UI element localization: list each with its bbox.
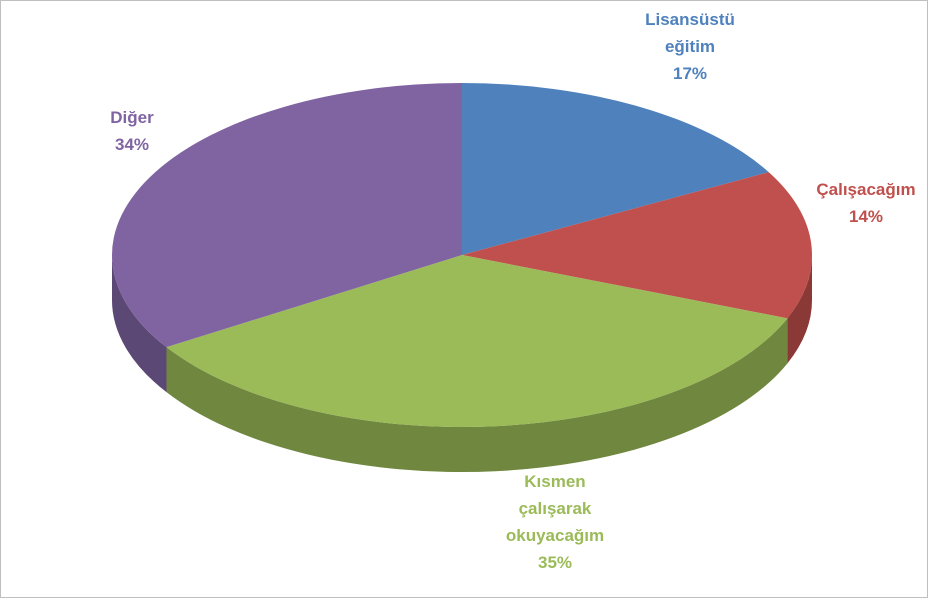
- data-label: Kısmen çalışarak okuyacağım 35%: [495, 468, 615, 576]
- slice: [462, 172, 812, 319]
- value-label: 34%: [114, 135, 150, 154]
- slice-side: [166, 318, 788, 473]
- slice-side: [787, 255, 812, 364]
- slice-side: [112, 255, 167, 393]
- value-label: 35%: [537, 553, 573, 572]
- slice-side-shade: [166, 318, 788, 473]
- slice: [462, 83, 769, 255]
- slice: [166, 255, 788, 428]
- category-label: Diğer: [110, 108, 154, 127]
- slice-side-shade: [112, 255, 167, 393]
- slice: [111, 83, 462, 348]
- category-label: Lisansüstü eğitim: [645, 10, 735, 56]
- data-label: Diğer 34%: [87, 104, 177, 158]
- slice-side-shade: [787, 255, 812, 364]
- data-label: Çalışacağım 14%: [801, 176, 930, 230]
- category-label: Çalışacağım: [816, 180, 916, 199]
- value-label: 17%: [672, 64, 708, 83]
- value-label: 14%: [848, 207, 884, 226]
- data-label: Lisansüstü eğitim 17%: [640, 6, 740, 87]
- category-label: Kısmen çalışarak okuyacağım: [505, 472, 605, 545]
